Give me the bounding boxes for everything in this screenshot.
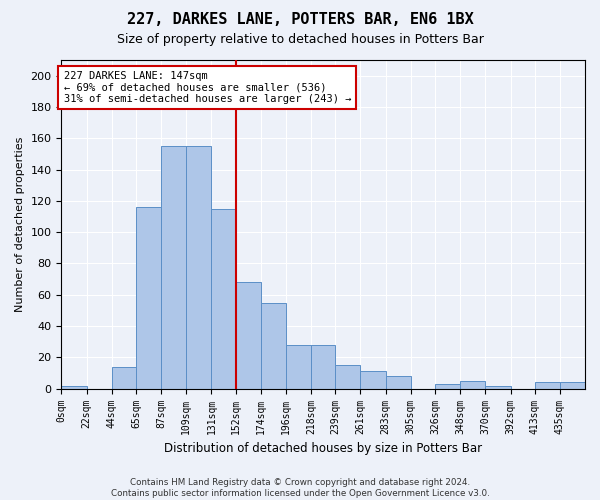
Text: Contains HM Land Registry data © Crown copyright and database right 2024.
Contai: Contains HM Land Registry data © Crown c… xyxy=(110,478,490,498)
Bar xyxy=(112,367,136,388)
Bar xyxy=(560,382,585,388)
Bar xyxy=(211,208,236,388)
Bar xyxy=(386,376,411,388)
Bar xyxy=(136,207,161,388)
Bar xyxy=(61,386,86,388)
Bar xyxy=(161,146,186,388)
Bar xyxy=(236,282,261,389)
Bar xyxy=(261,302,286,388)
Text: 227, DARKES LANE, POTTERS BAR, EN6 1BX: 227, DARKES LANE, POTTERS BAR, EN6 1BX xyxy=(127,12,473,28)
Bar xyxy=(435,384,460,388)
Bar xyxy=(286,345,311,389)
Bar xyxy=(311,345,335,389)
Bar xyxy=(485,386,511,388)
Text: 227 DARKES LANE: 147sqm
← 69% of detached houses are smaller (536)
31% of semi-d: 227 DARKES LANE: 147sqm ← 69% of detache… xyxy=(64,71,351,104)
Bar xyxy=(335,365,361,388)
X-axis label: Distribution of detached houses by size in Potters Bar: Distribution of detached houses by size … xyxy=(164,442,482,455)
Bar xyxy=(535,382,560,388)
Bar xyxy=(186,146,211,388)
Y-axis label: Number of detached properties: Number of detached properties xyxy=(15,136,25,312)
Bar xyxy=(361,372,386,388)
Bar xyxy=(460,381,485,388)
Text: Size of property relative to detached houses in Potters Bar: Size of property relative to detached ho… xyxy=(116,32,484,46)
